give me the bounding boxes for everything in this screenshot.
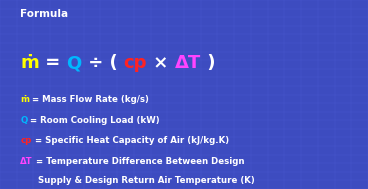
Text: cp: cp xyxy=(20,136,32,145)
Text: Q: Q xyxy=(20,115,28,125)
Text: ): ) xyxy=(201,54,216,72)
Text: Q: Q xyxy=(67,54,82,72)
Text: = Specific Heat Capacity of Air (kJ/kg.K): = Specific Heat Capacity of Air (kJ/kg.K… xyxy=(32,136,229,145)
Text: = Mass Flow Rate (kg/s): = Mass Flow Rate (kg/s) xyxy=(29,95,149,104)
Text: ṁ: ṁ xyxy=(20,54,39,72)
Text: ΔT: ΔT xyxy=(175,54,201,72)
Text: =: = xyxy=(39,54,67,72)
Text: Supply & Design Return Air Temperature (K): Supply & Design Return Air Temperature (… xyxy=(20,176,255,185)
Text: = Temperature Difference Between Design: = Temperature Difference Between Design xyxy=(33,157,244,166)
Text: ṁ: ṁ xyxy=(20,95,29,104)
Text: = Room Cooling Load (kW): = Room Cooling Load (kW) xyxy=(28,115,160,125)
Text: cp: cp xyxy=(124,54,147,72)
Text: ×: × xyxy=(147,54,175,72)
Text: ΔT: ΔT xyxy=(20,157,33,166)
Text: Formula: Formula xyxy=(20,9,68,19)
Text: ÷ (: ÷ ( xyxy=(82,54,124,72)
